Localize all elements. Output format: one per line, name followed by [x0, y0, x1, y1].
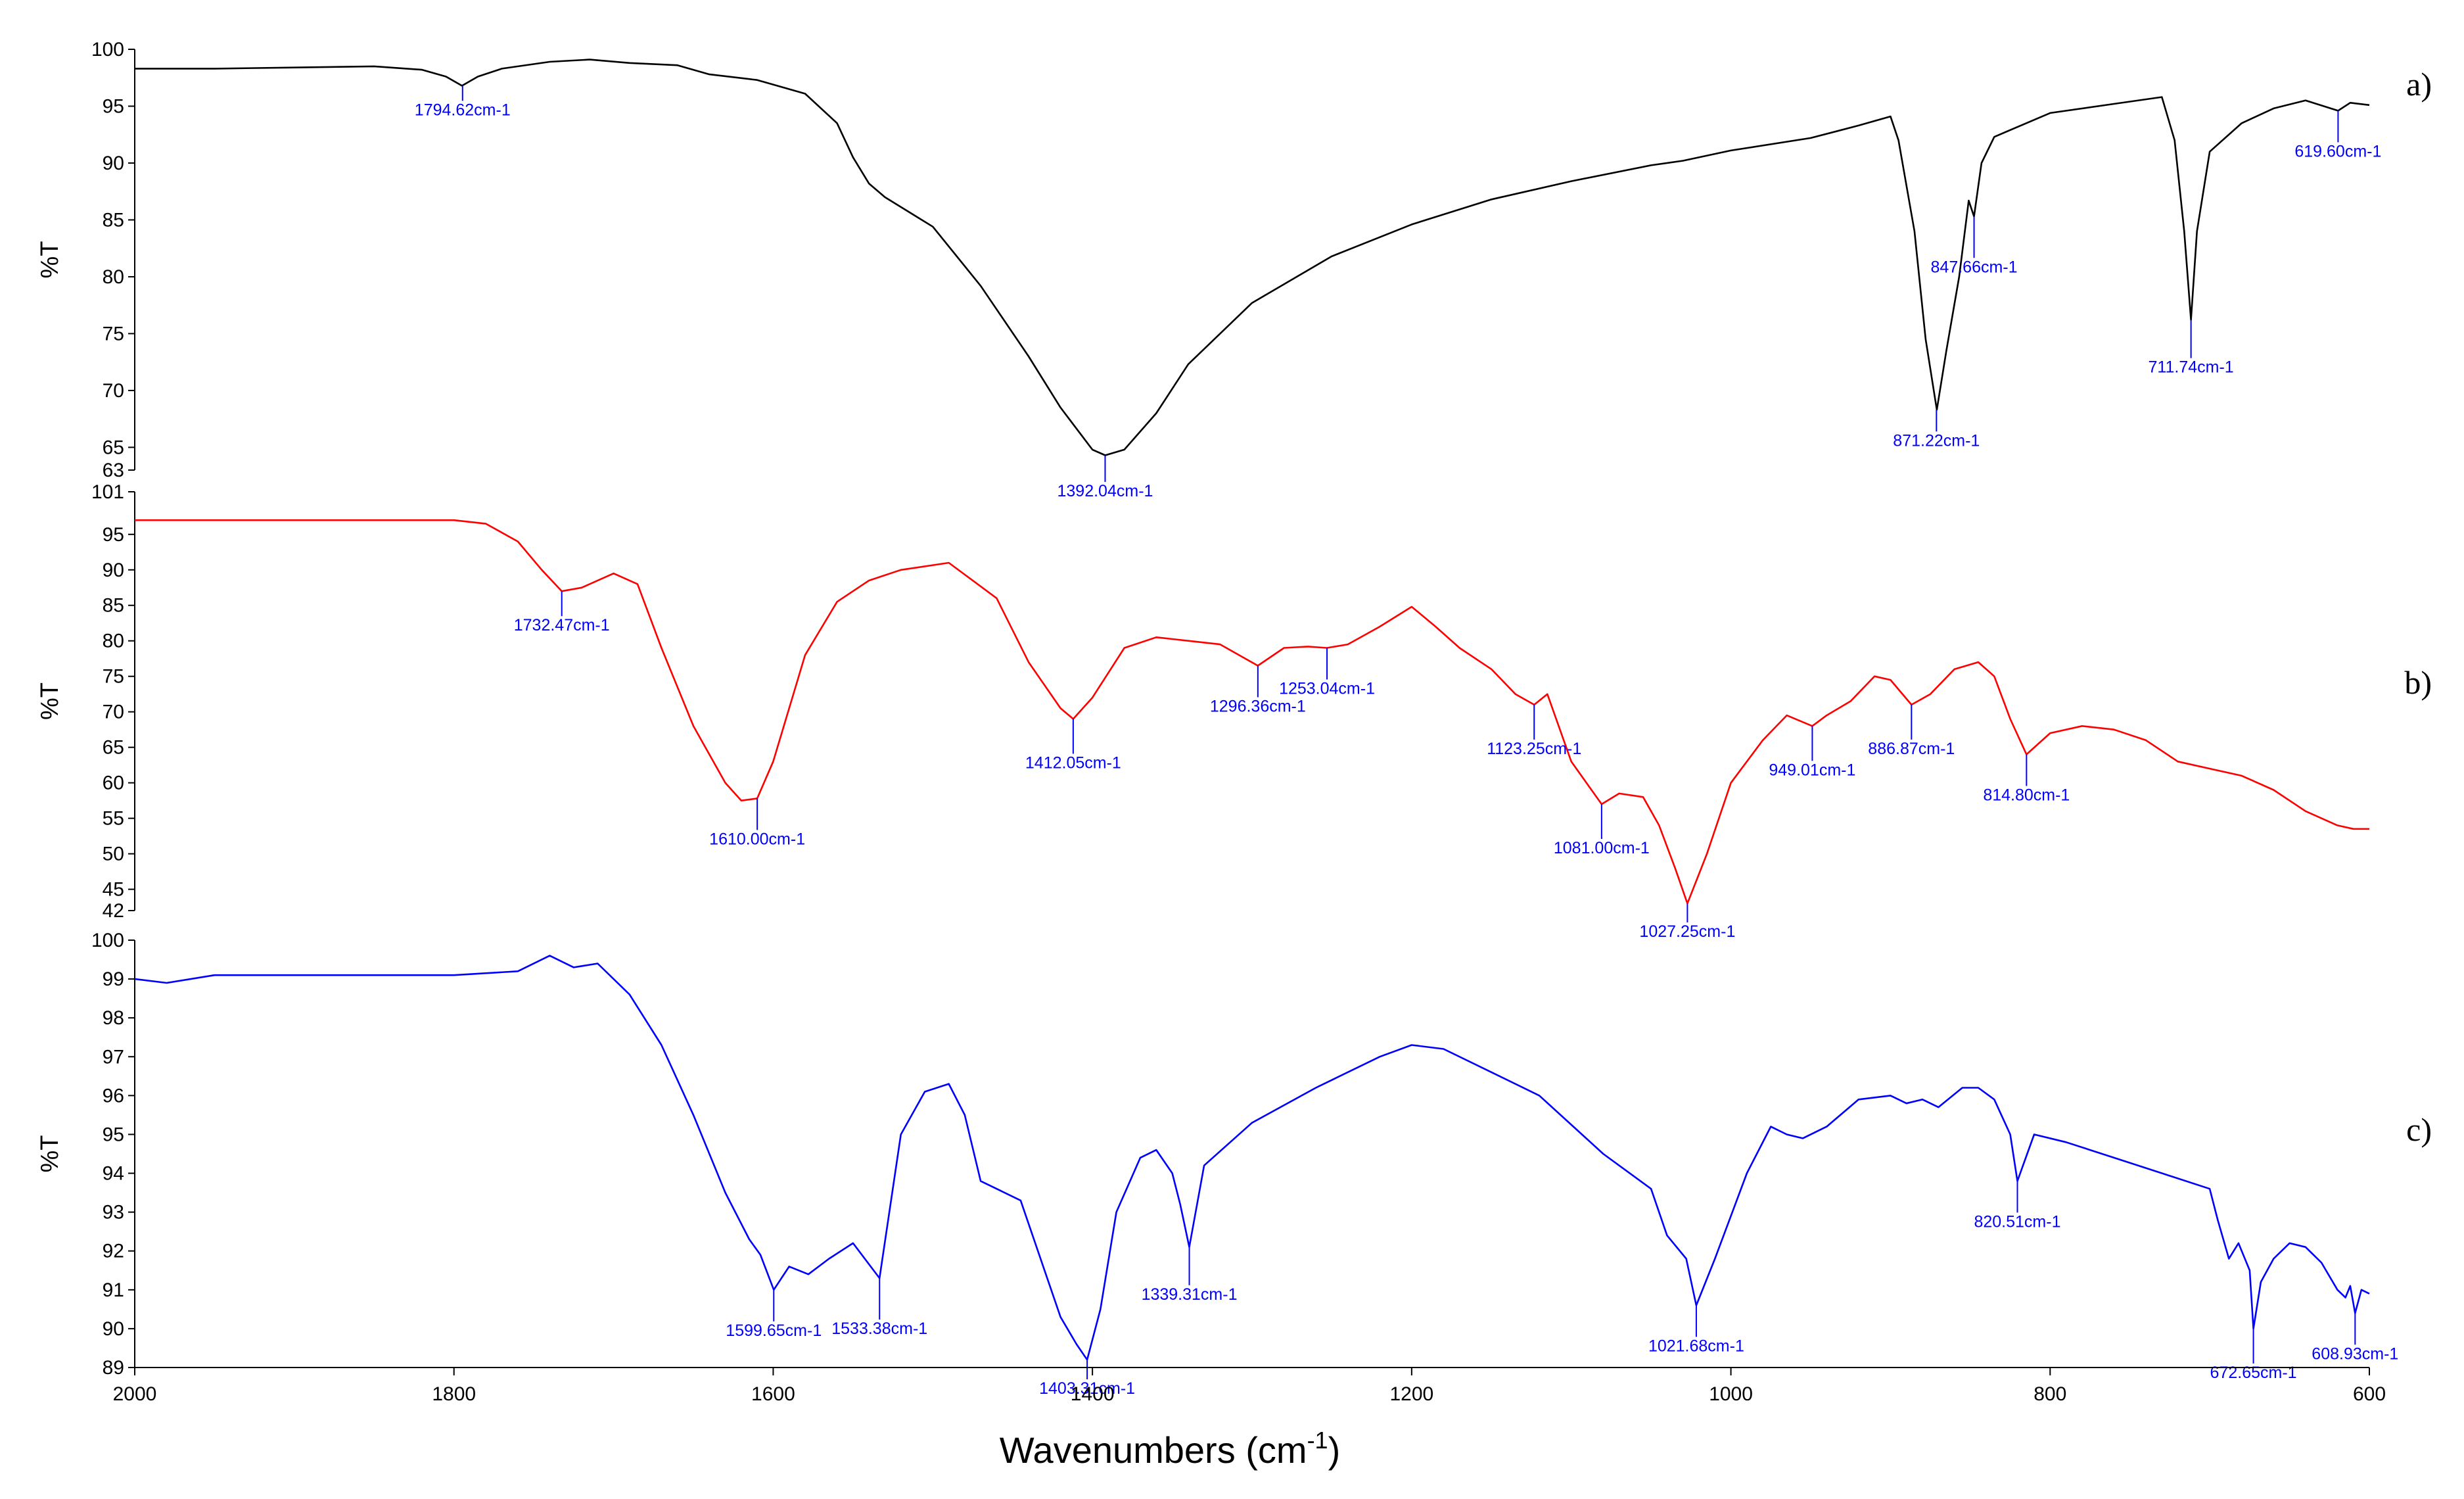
- peak-label-c: 820.51cm-1: [1974, 1212, 2060, 1231]
- panel-a-y-tick-label: 80: [103, 266, 124, 288]
- peak-label-a: 619.60cm-1: [2294, 142, 2381, 160]
- peak-label-c: 1021.68cm-1: [1648, 1337, 1744, 1355]
- peak-label-c: 608.93cm-1: [2312, 1344, 2398, 1363]
- peak-label-c: 1339.31cm-1: [1142, 1285, 1238, 1304]
- spectrum-line-b: [135, 519, 2369, 905]
- panel-a-y-tick-label: 65: [103, 437, 124, 458]
- panel-c-y-tick-label: 89: [103, 1357, 124, 1379]
- panel-b-y-axis-label: %T: [36, 682, 64, 720]
- panel-c-y-tick-label: 94: [103, 1163, 124, 1185]
- x-axis: 2000 1800 1600 1400 1200 1000 800 600: [113, 1367, 2386, 1405]
- peak-label-c: 1599.65cm-1: [726, 1321, 822, 1340]
- peak-label-c: 1403.31cm-1: [1039, 1379, 1135, 1398]
- peak-label-a: 711.74cm-1: [2149, 358, 2234, 377]
- x-tick-label: 1400: [1071, 1383, 1115, 1405]
- x-axis-label-close: ): [1328, 1429, 1341, 1471]
- peak-label-a: 1794.62cm-1: [415, 101, 511, 119]
- peak-label-b: 1027.25cm-1: [1639, 922, 1735, 941]
- peak-label-b: 1610.00cm-1: [709, 830, 805, 848]
- x-tick-label: 1200: [1389, 1383, 1433, 1405]
- panel-a-y-tick-label: 90: [103, 153, 124, 174]
- panel-c-y-tick-label: 100: [91, 930, 124, 951]
- spectra-panels: 6365707580859095100%T1794.62cm-11392.04c…: [36, 39, 2432, 1398]
- panel-c-y-tick-label: 92: [103, 1241, 124, 1262]
- peak-label-b: 949.01cm-1: [1769, 761, 1855, 779]
- peak-label-a: 1392.04cm-1: [1058, 482, 1153, 500]
- panel-b-y-tick-label: 42: [103, 900, 124, 922]
- panel-b-y-tick-label: 85: [103, 595, 124, 617]
- panel-b-y-tick-label: 55: [103, 808, 124, 830]
- panel-c-y-tick-label: 95: [103, 1124, 124, 1145]
- x-tick-label: 2000: [113, 1383, 157, 1405]
- x-axis-label-sup: -1: [1307, 1427, 1328, 1454]
- spectrum-line-c: [134, 955, 2370, 1361]
- x-tick-label: 1600: [751, 1383, 795, 1405]
- peak-label-b: 1123.25cm-1: [1487, 740, 1581, 758]
- panel-c-y-tick-label: 93: [103, 1202, 124, 1224]
- x-tick-label: 600: [2353, 1383, 2386, 1405]
- panel-a-y-axis-label: %T: [36, 241, 64, 279]
- peak-label-b: 1081.00cm-1: [1554, 839, 1650, 857]
- panel-letter-c: c): [2406, 1111, 2432, 1148]
- panel-c-y-axis-label: %T: [36, 1135, 64, 1173]
- x-tick-label: 1000: [1709, 1383, 1753, 1405]
- peak-label-c: 1533.38cm-1: [831, 1320, 927, 1338]
- x-tick-label: 800: [2034, 1383, 2066, 1405]
- panel-b-y-tick-label: 101: [91, 481, 124, 503]
- peak-label-b: 1412.05cm-1: [1025, 753, 1121, 772]
- panel-a-y-tick-label: 100: [91, 39, 124, 60]
- panel-c-y-tick-label: 98: [103, 1007, 124, 1029]
- x-axis-label: Wavenumbers (cm-1): [1000, 1427, 1340, 1471]
- peak-label-c: 672.65cm-1: [2210, 1364, 2297, 1382]
- panel-c-y-tick-label: 97: [103, 1046, 124, 1068]
- x-tick-label: 1800: [432, 1383, 476, 1405]
- panel-c-y-tick-label: 91: [103, 1279, 124, 1301]
- panel-a-y-tick-label: 95: [103, 95, 124, 117]
- panel-b-y-tick-label: 95: [103, 524, 124, 546]
- panel-b-y-tick-label: 60: [103, 773, 124, 794]
- x-axis-label-main: Wavenumbers (cm: [1000, 1429, 1307, 1471]
- peak-label-b: 1253.04cm-1: [1279, 680, 1375, 698]
- panel-a-y-tick-label: 70: [103, 380, 124, 402]
- panel-c-y-tick-label: 90: [103, 1318, 124, 1340]
- peak-label-b: 1296.36cm-1: [1210, 698, 1306, 716]
- panel-b-y-tick-label: 45: [103, 879, 124, 901]
- panel-b-y-tick-label: 50: [103, 844, 124, 865]
- panel-letter-a: a): [2406, 66, 2432, 103]
- peak-label-b: 886.87cm-1: [1868, 740, 1955, 758]
- peak-label-a: 847.66cm-1: [1931, 258, 2018, 276]
- panel-a-y-tick-label: 63: [103, 460, 124, 481]
- peak-label-b: 814.80cm-1: [1983, 786, 2070, 804]
- panel-b-y-tick-label: 75: [103, 666, 124, 688]
- spectrum-line-a: [135, 59, 2370, 456]
- panel-b-y-tick-label: 80: [103, 631, 124, 652]
- peak-label-a: 871.22cm-1: [1893, 431, 1980, 450]
- panel-b-y-tick-label: 65: [103, 737, 124, 759]
- panel-a-y-tick-label: 85: [103, 209, 124, 231]
- panel-a-y-tick-label: 75: [103, 323, 124, 345]
- panel-b-y-tick-label: 70: [103, 702, 124, 723]
- panel-c: 89 90 91 92 93 94 95 96 97 98 99 100 %T 1599.65cm-1 15…: [36, 930, 2432, 1398]
- panel-letter-b: b): [2404, 664, 2432, 701]
- peak-label-b: 1732.47cm-1: [514, 616, 610, 634]
- panel-b-y-tick-label: 90: [103, 559, 124, 581]
- panel-c-y-tick-label: 96: [103, 1085, 124, 1106]
- panel-c-y-tick-label: 99: [103, 968, 124, 990]
